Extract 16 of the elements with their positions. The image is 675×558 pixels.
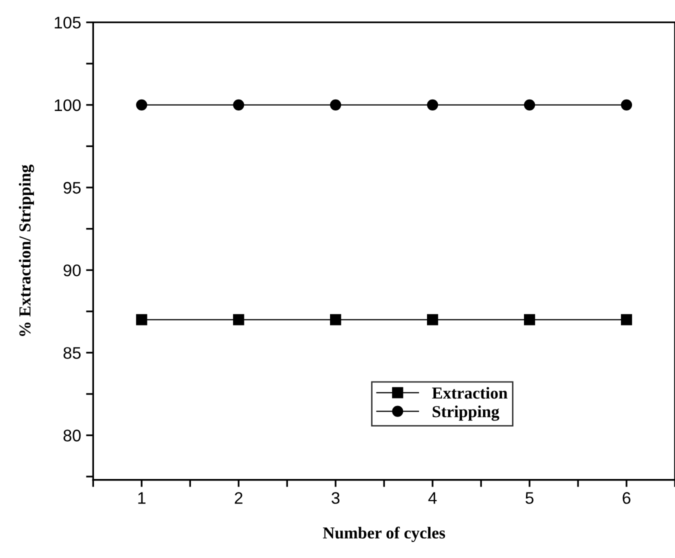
x-tick-label: 1	[138, 492, 146, 504]
x-tick-label: 2	[234, 492, 242, 504]
y-tick-label: 95	[64, 182, 81, 194]
y-tick-label: 105	[54, 16, 81, 29]
x-tick-label: 6	[622, 492, 630, 504]
x-tick-label: 3	[332, 492, 340, 504]
y-axis-title: % Extraction/ Stripping	[18, 164, 34, 336]
legend-label: Extraction	[432, 386, 508, 399]
x-axis-title: Number of cycles	[322, 526, 446, 542]
x-tick-label: 4	[428, 492, 437, 504]
y-tick-label: 100	[54, 99, 81, 112]
x-tick-label: 5	[526, 492, 534, 504]
legend-label: Stripping	[432, 406, 500, 421]
y-tick-label: 85	[64, 347, 81, 359]
y-tick-label: 90	[64, 264, 81, 276]
y-tick-label: 80	[64, 430, 81, 442]
